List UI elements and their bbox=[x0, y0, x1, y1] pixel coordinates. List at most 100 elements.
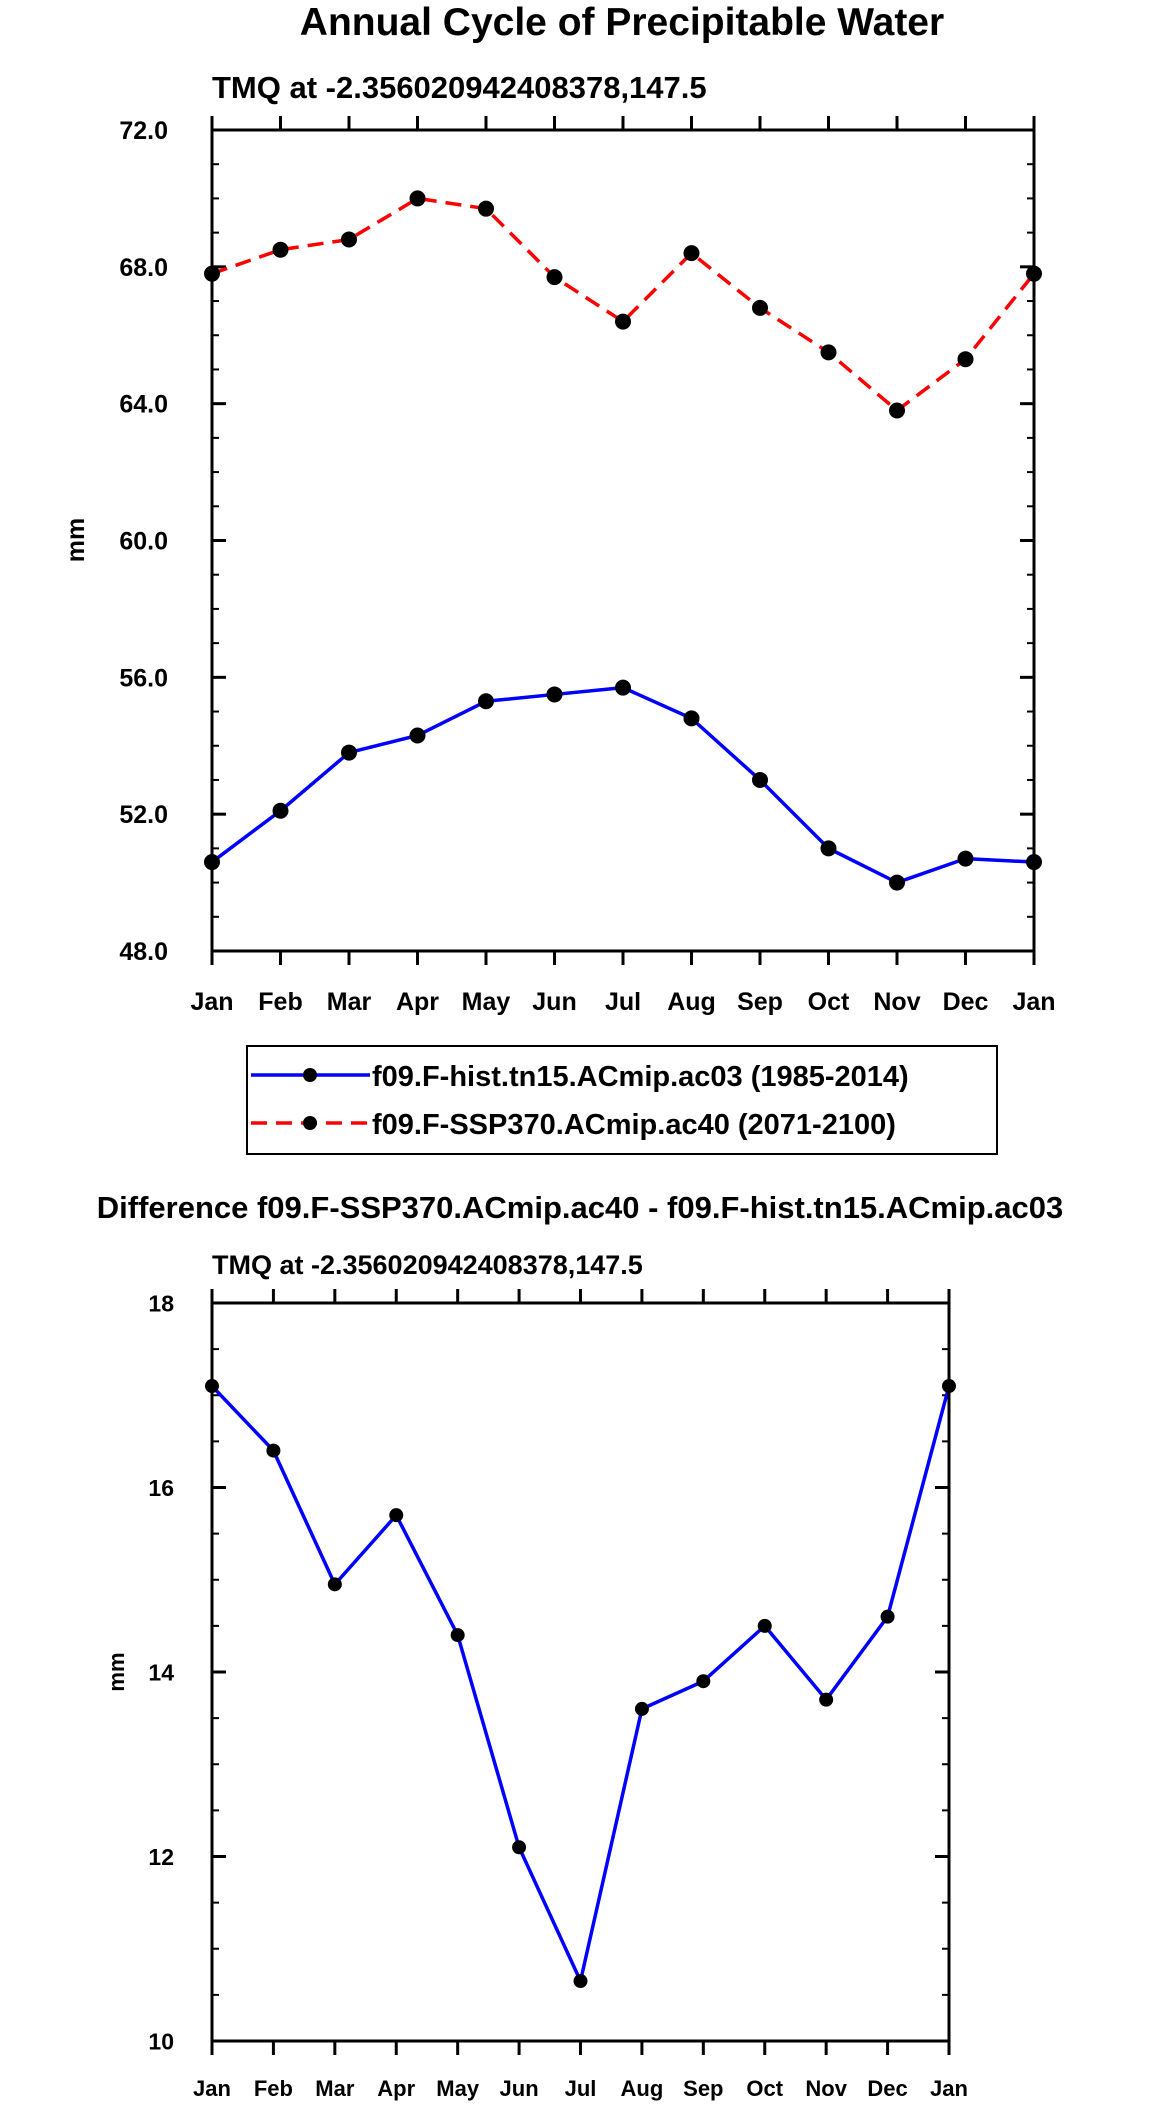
top-series-1-point bbox=[683, 245, 700, 262]
top-series-0-point bbox=[409, 727, 426, 744]
top-xtick-label: Feb bbox=[258, 988, 302, 1016]
bot-series-0-point bbox=[819, 1692, 834, 1707]
top-ytick-label: 60.0 bbox=[119, 528, 168, 556]
top-series-1-point bbox=[341, 231, 357, 248]
top-xtick-label: Jul bbox=[605, 988, 641, 1016]
top-xtick-label: Mar bbox=[327, 988, 372, 1016]
bottom-chart-ylabel: mm bbox=[104, 1652, 129, 1691]
top-chart-ylabel: mm bbox=[62, 518, 90, 562]
top-chart: Annual Cycle of Precipitable Water TMQ a… bbox=[62, 1, 1056, 1155]
legend-label-ssp370: f09.F-SSP370.ACmip.ac40 (2071-2100) bbox=[372, 1109, 896, 1141]
top-series-1-point bbox=[957, 351, 974, 368]
legend-marker-hist bbox=[303, 1068, 317, 1082]
top-series-1-point bbox=[272, 241, 289, 258]
legend-box bbox=[246, 1045, 998, 1155]
top-series-0-point bbox=[889, 874, 905, 891]
bot-xtick-label: Mar bbox=[315, 2076, 355, 2101]
bot-series-0-point bbox=[266, 1443, 281, 1458]
top-major-ticks bbox=[210, 116, 1036, 965]
bot-xtick-label: Sep bbox=[683, 2076, 723, 2101]
bot-series-0-point bbox=[450, 1628, 465, 1643]
top-xtick-label: Dec bbox=[943, 988, 989, 1016]
top-plot-frame bbox=[210, 128, 1036, 953]
bot-xtick-label: Feb bbox=[254, 2076, 293, 2101]
bottom-series bbox=[205, 1379, 956, 1989]
bottom-chart-subtitle: TMQ at -2.356020942408378,147.5 bbox=[212, 1250, 643, 1280]
top-xtick-label: Sep bbox=[737, 988, 783, 1016]
top-series-0-point bbox=[752, 771, 768, 788]
legend-entry-hist: f09.F-hist.tn15.ACmip.ac03 (1985-2014) bbox=[251, 1061, 909, 1093]
bot-series-0-point bbox=[327, 1577, 342, 1592]
bot-ytick-label: 12 bbox=[148, 1844, 174, 1870]
top-xtick-label: Jan bbox=[190, 988, 233, 1016]
top-minor-ticks bbox=[212, 163, 1034, 918]
bot-series-line-0 bbox=[210, 1384, 951, 1983]
top-series-1-point bbox=[546, 269, 563, 286]
top-xtick-label: Aug bbox=[667, 988, 716, 1016]
bottom-xtick-labels: Jan Feb Mar Apr May Jun Jul Aug Sep Oct Nov Dec Jan bbox=[193, 2076, 968, 2101]
top-series-0-point bbox=[272, 802, 289, 819]
bot-xtick-label: Apr bbox=[377, 2076, 415, 2101]
top-ytick-label: 48.0 bbox=[119, 938, 168, 966]
top-xtick-label: Jan bbox=[1012, 988, 1055, 1016]
bot-xtick-label: Jan bbox=[930, 2076, 968, 2101]
bot-xtick-label: Jul bbox=[565, 2076, 597, 2101]
top-series-1-point bbox=[752, 299, 768, 316]
top-xtick-label: Jun bbox=[532, 988, 576, 1016]
bot-xtick-label: May bbox=[436, 2076, 480, 2101]
top-series-0-point bbox=[546, 686, 563, 703]
bot-xtick-label: Jun bbox=[500, 2076, 539, 2101]
top-xtick-label: Nov bbox=[873, 988, 920, 1016]
bottom-chart: Difference f09.F-SSP370.ACmip.ac40 - f09… bbox=[97, 1190, 1064, 2101]
top-series-0-point bbox=[478, 693, 494, 710]
top-series-1-point bbox=[889, 402, 905, 419]
top-series bbox=[204, 190, 1042, 891]
bot-ytick-label: 14 bbox=[148, 1659, 174, 1685]
top-xtick-label: Apr bbox=[396, 988, 439, 1016]
bot-xtick-label: Dec bbox=[867, 2076, 907, 2101]
top-series-0-point bbox=[820, 840, 837, 857]
bot-series-0-point bbox=[696, 1674, 711, 1689]
top-series-1-point bbox=[409, 190, 426, 207]
bot-series-0-point bbox=[512, 1840, 527, 1855]
top-ytick-label: 64.0 bbox=[119, 391, 168, 419]
top-series-0-point bbox=[683, 710, 700, 727]
top-xtick-label: Oct bbox=[808, 988, 850, 1016]
top-series-1-point bbox=[820, 344, 837, 361]
bot-ytick-label: 16 bbox=[148, 1475, 174, 1501]
top-chart-subtitle: TMQ at -2.356020942408378,147.5 bbox=[212, 70, 707, 105]
top-ytick-label: 68.0 bbox=[119, 254, 168, 282]
top-series-1-point bbox=[478, 200, 494, 217]
bot-series-0-point bbox=[880, 1609, 895, 1624]
bot-ytick-label: 18 bbox=[148, 1290, 174, 1316]
bot-series-0-point bbox=[757, 1618, 772, 1633]
top-series-0-point bbox=[341, 744, 357, 761]
bot-series-0-point bbox=[573, 1974, 588, 1989]
top-xtick-label: May bbox=[462, 988, 511, 1016]
top-series-line-0 bbox=[210, 685, 1035, 885]
top-chart-title: Annual Cycle of Precipitable Water bbox=[300, 1, 944, 44]
legend-label-hist: f09.F-hist.tn15.ACmip.ac03 (1985-2014) bbox=[372, 1061, 909, 1093]
top-series-1-point bbox=[615, 313, 631, 330]
top-ytick-labels: 48.0 52.0 56.0 60.0 64.0 68.0 72.0 bbox=[119, 117, 168, 966]
bot-xtick-label: Oct bbox=[746, 2076, 783, 2101]
legend-entry-ssp370: f09.F-SSP370.ACmip.ac40 (2071-2100) bbox=[251, 1109, 896, 1141]
bottom-ytick-labels: 10 12 14 16 18 bbox=[148, 1290, 174, 2054]
bottom-chart-title: Difference f09.F-SSP370.ACmip.ac40 - f09… bbox=[97, 1190, 1064, 1225]
top-ytick-label: 56.0 bbox=[119, 664, 168, 692]
bot-xtick-label: Nov bbox=[805, 2076, 847, 2101]
bot-xtick-label: Jan bbox=[193, 2076, 231, 2101]
bottom-major-ticks bbox=[210, 1289, 951, 2055]
legend-marker-ssp370 bbox=[303, 1116, 317, 1130]
top-ytick-label: 72.0 bbox=[119, 117, 168, 145]
top-xtick-labels: Jan Feb Mar Apr May Jun Jul Aug Sep Oct Nov Dec Jan bbox=[190, 988, 1055, 1016]
bot-series-0-point bbox=[634, 1701, 649, 1716]
top-series-0-point bbox=[615, 679, 631, 696]
top-legend: f09.F-hist.tn15.ACmip.ac03 (1985-2014) f… bbox=[246, 1045, 998, 1155]
bot-series-0-point bbox=[389, 1508, 404, 1523]
top-ytick-label: 52.0 bbox=[119, 801, 168, 829]
bottom-plot-frame bbox=[210, 1301, 951, 2043]
bot-xtick-label: Aug bbox=[621, 2076, 664, 2101]
top-series-line-1 bbox=[211, 196, 1036, 413]
